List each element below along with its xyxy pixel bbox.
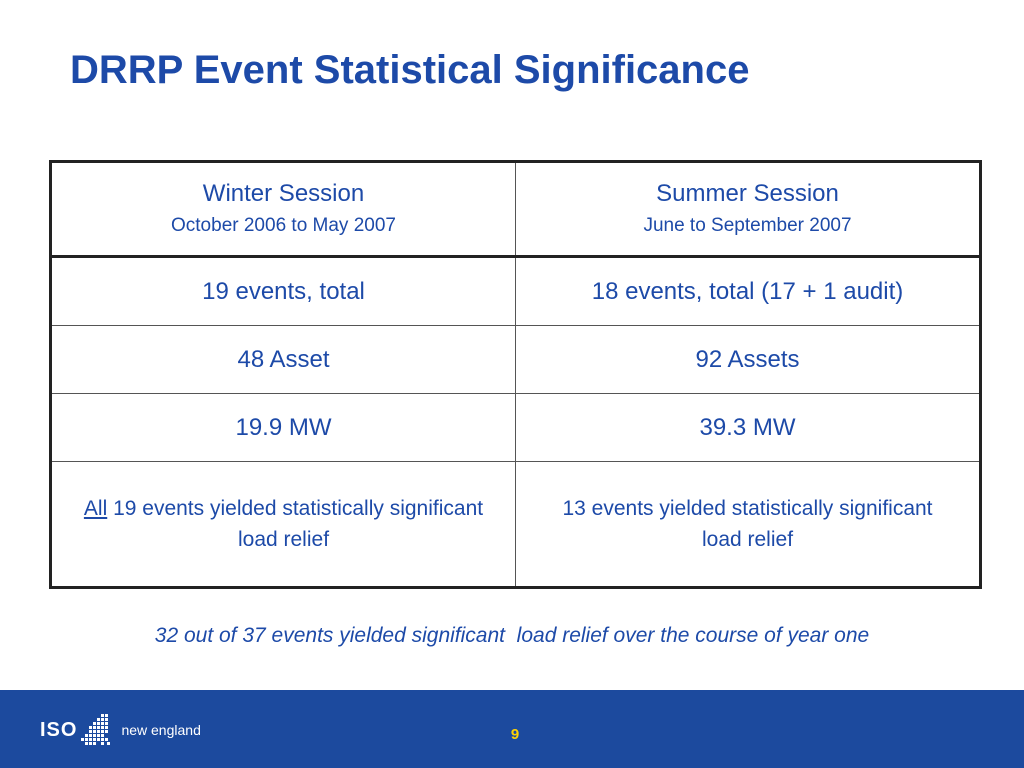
summer-result-text: 13 events yielded statistically signific… <box>562 497 933 551</box>
winter-result-cell: All 19 events yielded statistically sign… <box>50 461 516 588</box>
summer-session-dates: June to September 2007 <box>643 215 852 236</box>
winter-events-cell: 19 events, total <box>50 256 516 326</box>
new-england-map-icon <box>81 714 111 745</box>
table-row-megawatts: 19.9 MW 39.3 MW <box>50 393 981 462</box>
statistics-table: Winter Session October 2006 to May 2007 … <box>49 160 982 589</box>
winter-result-text: All 19 events yielded statistically sign… <box>84 493 484 555</box>
winter-result-all: All <box>83 497 108 520</box>
footer-bar: ISO new england 9 <box>0 690 1024 768</box>
winter-session-header: Winter Session October 2006 to May 2007 <box>50 161 516 258</box>
winter-session-dates: October 2006 to May 2007 <box>171 215 396 236</box>
table-row-events: 19 events, total 18 events, total (17 + … <box>50 256 981 326</box>
summary-footnote: 32 out of 37 events yielded significant … <box>154 624 870 647</box>
table-header-row: Winter Session October 2006 to May 2007 … <box>50 161 981 258</box>
table-row-assets: 48 Asset 92 Assets <box>50 325 981 394</box>
logo-new-england-text: new england <box>121 722 201 738</box>
slide-title: DRRP Event Statistical Significance <box>70 48 750 92</box>
winter-session-title: Winter Session <box>202 180 365 207</box>
iso-new-england-logo: ISO new england <box>40 712 201 748</box>
logo-iso-text: ISO <box>40 718 78 741</box>
winter-assets-cell: 48 Asset <box>50 325 516 394</box>
summer-events-cell: 18 events, total (17 + 1 audit) <box>515 256 981 326</box>
summer-session-header: Summer Session June to September 2007 <box>515 161 981 258</box>
summer-assets-cell: 92 Assets <box>515 325 981 394</box>
table-row-results: All 19 events yielded statistically sign… <box>50 461 981 588</box>
winter-result-body: 19 events yielded statistically signific… <box>107 497 484 551</box>
page-number: 9 <box>510 726 520 743</box>
summer-session-title: Summer Session <box>656 180 839 207</box>
winter-mw-cell: 19.9 MW <box>50 393 516 462</box>
summer-mw-cell: 39.3 MW <box>515 393 981 462</box>
summer-result-cell: 13 events yielded statistically signific… <box>515 461 981 588</box>
